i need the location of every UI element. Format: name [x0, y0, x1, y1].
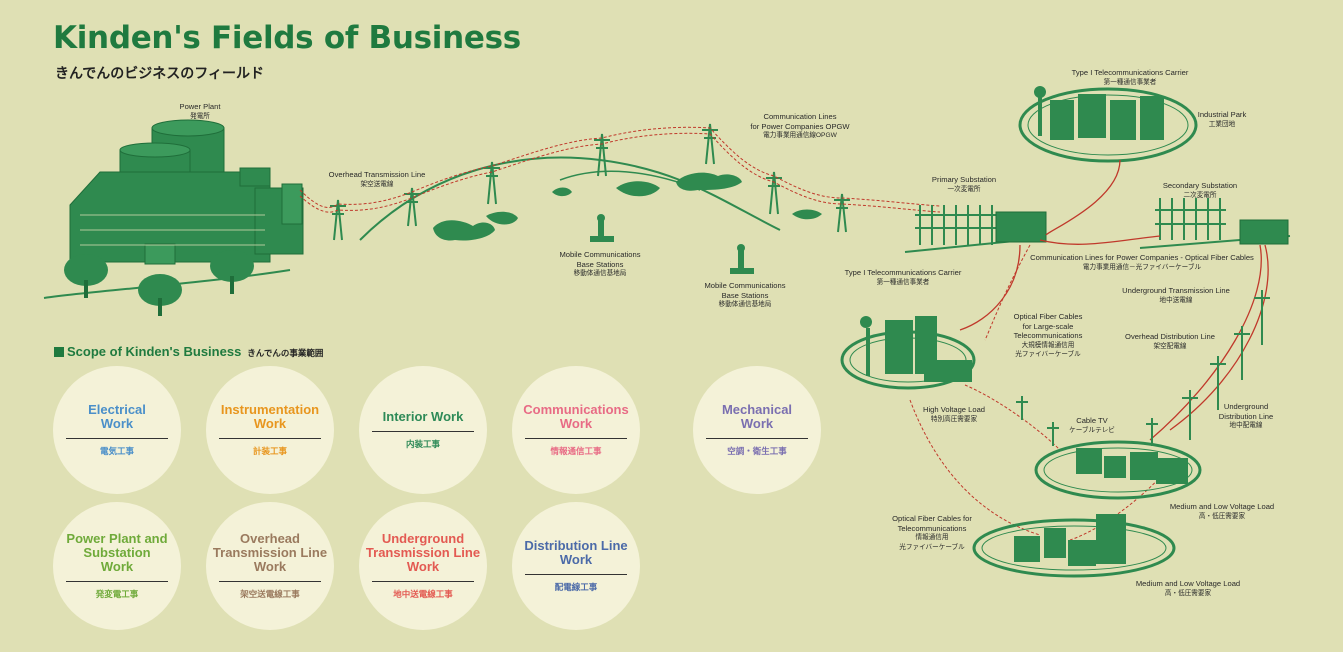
scope-item-electrical: Electrical Work 電気工事 [53, 366, 181, 494]
label-comm-optical-fiber: Communication Lines for Power Companies … [1030, 253, 1254, 271]
scope-item-instrumentation: Instrumentation Work 計装工事 [206, 366, 334, 494]
page-title: Kinden's Fields of Business [53, 20, 521, 56]
scope-item-underground-transmission: Underground Transmission Line Work 地中送電線工… [359, 502, 487, 630]
scope-heading: Scope of Kinden's Business きんでんの事業範囲 [54, 344, 323, 359]
label-type1-carrier-top: Type I Telecommunications Carrier 第一種通信事業… [1071, 68, 1189, 86]
label-cable-tv: Cable TV ケーブルテレビ [1069, 416, 1115, 434]
label-mobile-base-stations-2: Mobile Communications Base Stations 移動体通信… [704, 281, 786, 309]
square-bullet-icon [54, 347, 64, 357]
scope-item-power-plant-substation: Power Plant and Substation Work 発変電工事 [53, 502, 181, 630]
label-medium-low-voltage-1: Medium and Low Voltage Load 高・低圧需要家 [1169, 502, 1275, 520]
label-power-plant: Power Plant 発電所 [179, 102, 221, 120]
label-underground-transmission: Underground Transmission Line 地中送電線 [1122, 286, 1230, 304]
label-mobile-base-stations-1: Mobile Communications Base Stations 移動体通信… [559, 250, 641, 278]
label-optical-large-scale: Optical Fiber Cables for Large-scale Tel… [1013, 312, 1083, 359]
label-primary-substation: Primary Substation 一次変電所 [931, 175, 997, 193]
label-communication-lines-opgw: Communication Lines for Power Companies … [750, 112, 850, 140]
scope-item-distribution-line: Distribution Line Work 配電線工事 [512, 502, 640, 630]
label-overhead-transmission-line: Overhead Transmission Line 架空送電線 [328, 170, 426, 188]
page-subtitle: きんでんのビジネスのフィールド [55, 66, 265, 82]
label-type1-carrier: Type I Telecommunications Carrier 第一種通信事業… [844, 268, 962, 286]
label-overhead-distribution: Overhead Distribution Line 架空配電線 [1125, 332, 1215, 350]
label-medium-low-voltage-2: Medium and Low Voltage Load 高・低圧需要家 [1135, 579, 1241, 597]
label-high-voltage-load: High Voltage Load 特別高圧需要家 [922, 405, 986, 423]
scope-item-overhead-transmission: Overhead Transmission Line Work 架空送電線工事 [206, 502, 334, 630]
scope-item-communications: Communications Work 情報通信工事 [512, 366, 640, 494]
label-optical-telecom: Optical Fiber Cables for Telecommunicati… [892, 514, 972, 551]
label-underground-distribution: Underground Distribution Line 地中配電線 [1218, 402, 1274, 430]
label-secondary-substation: Secondary Substation 二次変電所 [1162, 181, 1238, 199]
label-industrial-park: Industrial Park 工業団地 [1197, 110, 1247, 128]
scope-item-mechanical: Mechanical Work 空調・衛生工事 [693, 366, 821, 494]
scope-item-interior: Interior Work 内装工事 [359, 366, 487, 494]
